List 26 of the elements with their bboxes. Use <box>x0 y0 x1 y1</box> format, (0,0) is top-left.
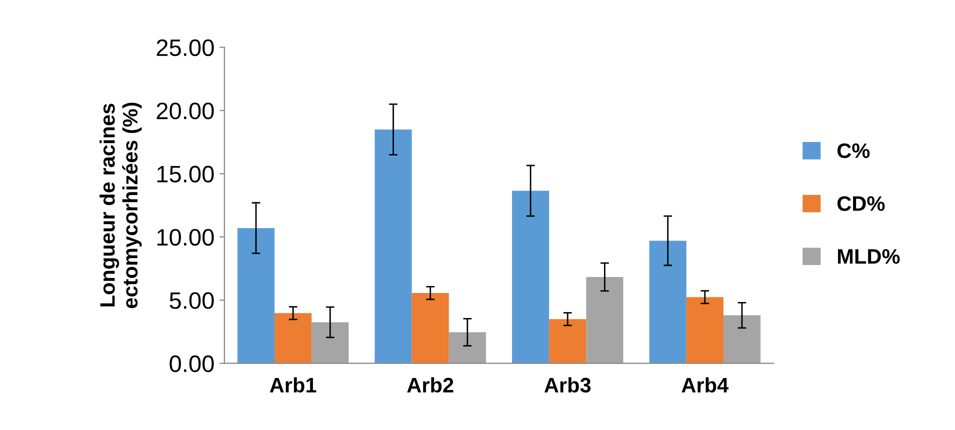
y-tick-label: 0.00 <box>170 355 214 372</box>
legend-label: C% <box>837 143 870 158</box>
bar <box>274 313 312 364</box>
x-tick-label: Arb2 <box>407 377 454 393</box>
y-tick-label: 20.00 <box>156 102 214 120</box>
bar <box>649 240 686 364</box>
bar <box>448 332 486 364</box>
legend-label: MLD% <box>838 249 900 264</box>
bar <box>723 315 761 364</box>
y-tick-label: 10.00 <box>157 229 214 246</box>
y-tick-label: 25.00 <box>156 39 214 56</box>
bar <box>374 129 412 364</box>
x-tick-label: Arb4 <box>682 377 729 393</box>
bar <box>312 322 349 364</box>
y-axis-title: Longueur de racines ectomycorhizées (%) <box>100 102 142 308</box>
bar <box>512 190 550 364</box>
bar <box>686 297 724 364</box>
legend-label: CD% <box>837 196 885 211</box>
y-tick-label: 15.00 <box>157 166 214 183</box>
bar <box>549 319 586 364</box>
bar <box>412 293 449 364</box>
y-tick-label: 5.00 <box>170 292 214 309</box>
x-tick-label: Arb3 <box>544 377 591 393</box>
bar <box>237 228 275 364</box>
x-tick-label: Arb1 <box>270 377 316 393</box>
bar <box>586 277 624 364</box>
